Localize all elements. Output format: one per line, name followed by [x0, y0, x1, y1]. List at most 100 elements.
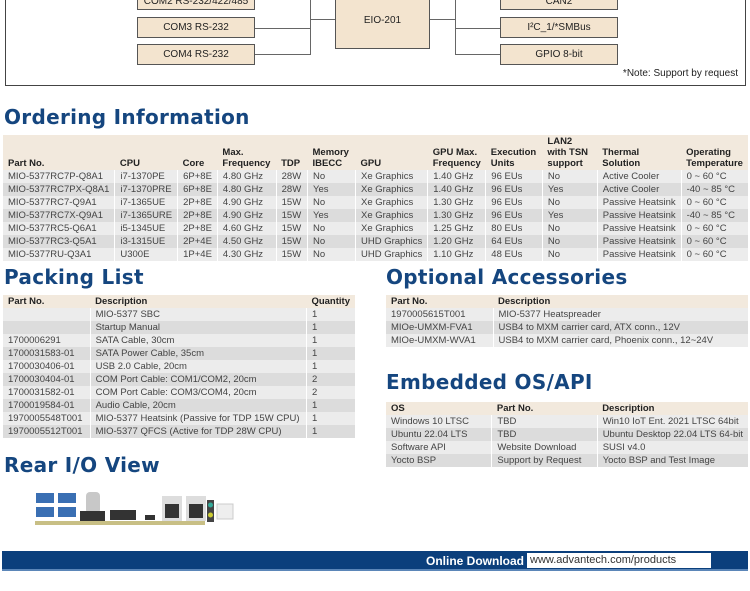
table-cell: No [541, 235, 598, 248]
diagram-note: *Note: Support by request [622, 68, 738, 79]
column-header: Core [177, 135, 218, 170]
column-header: Execution Units [485, 135, 543, 170]
table-cell: No [541, 170, 598, 183]
rear-io-title: Rear I/O View [4, 453, 160, 477]
table-header: Part No. Description [386, 295, 748, 308]
table-cell: 48 EUs [485, 248, 543, 261]
table-cell: No [307, 170, 356, 183]
table-row: MIO-5377RC7X-Q9A1 i7-1365URE 2P+8E 4.90 GHz… [3, 209, 748, 222]
table-cell: i3-1315UE [114, 235, 178, 248]
table-cell: No [541, 196, 598, 209]
table-cell: 1 [305, 399, 355, 412]
table-cell: Xe Graphics [354, 196, 428, 209]
table-cell: Website Download [491, 441, 598, 454]
accessories-title: Optional Accessories [386, 265, 628, 289]
table-cell: 4.80 GHz [216, 170, 277, 183]
table-cell: 1700006291 [3, 334, 91, 347]
table-row: MIO-5377 SBC 1 [3, 308, 355, 321]
column-header: GPU [355, 135, 428, 170]
packing-table: Part No. Description Quantity MIO-5377 SBC 1… [3, 295, 355, 438]
table-cell: 1 [305, 360, 355, 373]
block-diagram [5, 0, 746, 86]
column-header: Description [90, 295, 307, 308]
table-cell: 96 EUs [485, 209, 543, 222]
table-row: MIO-5377RC7PX-Q8A1 i7-1370PRE 6P+8E 4.80 GH… [3, 183, 748, 196]
table-row: MIO-5377RC3-Q5A1 i3-1315UE 2P+4E 4.50 GHz 15… [3, 235, 748, 248]
table-cell: MIO-5377 SBC [89, 308, 307, 321]
table-row: MIO-5377RC7-Q9A1 i7-1365UE 2P+8E 4.90 GHz 15… [3, 196, 748, 209]
table-cell: i7-1370PE [114, 170, 178, 183]
table-cell: 0 ~ 60 °C [680, 248, 748, 261]
table-cell: MIO-5377RC7X-Q9A1 [3, 209, 115, 222]
table-cell: COM Port Cable: COM1/COM2, 20cm [89, 373, 307, 386]
table-cell: SUSI v4.0 [596, 441, 748, 454]
table-cell: 4.50 GHz [216, 235, 277, 248]
table-cell: UHD Graphics [354, 248, 428, 261]
table-row: 1700031583-01 SATA Power Cable, 35cm 1 [3, 347, 355, 360]
table-cell [3, 321, 91, 334]
table-cell: 28W [275, 170, 308, 183]
table-cell: 1700031583-01 [3, 347, 91, 360]
os-title: Embedded OS/API [386, 370, 593, 394]
table-cell: 4.80 GHz [216, 183, 277, 196]
table-row: 1700006291 SATA Cable, 30cm 1 [3, 334, 355, 347]
table-cell: Yes [541, 209, 598, 222]
table-cell: SATA Cable, 30cm [89, 334, 307, 347]
table-cell: 0 ~ 60 °C [680, 235, 748, 248]
table-cell: 1700019584-01 [3, 399, 91, 412]
diagram-box-com4: COM4 RS-232 [137, 44, 255, 65]
table-cell: USB4 to MXM carrier card, Phoenix conn.,… [492, 334, 748, 347]
table-row: Software API Website Download SUSI v4.0 [386, 441, 748, 454]
table-cell: 4.90 GHz [216, 196, 277, 209]
table-cell: 4.90 GHz [216, 209, 277, 222]
table-cell: Yes [307, 183, 356, 196]
table-row: 1970005615T001 MIO-5377 Heatspreader [386, 308, 748, 321]
table-cell: 1 [305, 308, 355, 321]
table-row: 1700030404-01 COM Port Cable: COM1/COM2, … [3, 373, 355, 386]
table-cell: No [541, 222, 598, 235]
table-cell: MIO-5377RC3-Q5A1 [3, 235, 115, 248]
table-cell: Passive Heatsink [596, 248, 682, 261]
table-cell: 6P+8E [177, 183, 218, 196]
table-cell: MIO-5377 Heatsink (Passive for TDP 15W C… [89, 412, 307, 425]
table-cell: Software API [386, 441, 492, 454]
table-row: MIO-5377RU-Q3A1 U300E 1P+4E 4.30 GHz 15W No UH… [3, 248, 748, 261]
table-cell: 2P+4E [177, 235, 218, 248]
table-cell: Yocto BSP and Test Image [596, 454, 748, 467]
table-cell: Xe Graphics [354, 209, 428, 222]
column-header: Part No. [386, 295, 493, 308]
table-cell: MIOe-UMXM-FVA1 [386, 321, 493, 334]
table-cell: Passive Heatsink [596, 196, 682, 209]
table-cell: 4.30 GHz [216, 248, 277, 261]
table-row: 1970005512T001 MIO-5377 QFCS (Active for … [3, 425, 355, 438]
table-row: Ubuntu 22.04 LTS TBD Ubuntu Desktop 22.04 … [386, 428, 748, 441]
table-cell: 15W [275, 196, 308, 209]
table-cell: 1 [305, 412, 355, 425]
table-cell: 2 [305, 386, 355, 399]
table-cell: MIO-5377RC5-Q6A1 [3, 222, 115, 235]
table-cell: No [307, 248, 356, 261]
footer-bar: Online Download www.advantech.com/produc… [2, 551, 748, 571]
diagram-box-i2c: I²C_1/*SMBus [500, 17, 618, 38]
table-cell: 1970005512T001 [3, 425, 91, 438]
table-cell: Yes [307, 209, 356, 222]
table-cell: 15W [275, 248, 308, 261]
diagram-box-com2: COM2 RS-232/422/485 [137, 0, 255, 10]
table-cell: No [307, 235, 356, 248]
table-row: 1970005548T001 MIO-5377 Heatsink (Passive… [3, 412, 355, 425]
table-cell: 1 [305, 347, 355, 360]
table-cell: UHD Graphics [354, 235, 428, 248]
table-cell: USB 2.0 Cable, 20cm [89, 360, 307, 373]
table-cell: No [541, 248, 598, 261]
table-row: MIO-5377RC7P-Q8A1 i7-1370PE 6P+8E 4.80 GHz 2… [3, 170, 748, 183]
download-url-link[interactable]: www.advantech.com/products [527, 553, 711, 568]
column-header: OS [386, 402, 492, 415]
table-cell: U300E [114, 248, 178, 261]
ordering-table: Part No. CPU Core Max. Frequency TDP Memory I… [3, 135, 748, 261]
table-cell: 1.25 GHz [427, 222, 486, 235]
table-cell: TBD [491, 415, 598, 428]
table-cell: Audio Cable, 20cm [89, 399, 307, 412]
table-row: MIO-5377RC5-Q6A1 i5-1345UE 2P+8E 4.60 GHz 15… [3, 222, 748, 235]
table-cell: Passive Heatsink [596, 209, 682, 222]
table-cell: COM Port Cable: COM3/COM4, 20cm [89, 386, 307, 399]
